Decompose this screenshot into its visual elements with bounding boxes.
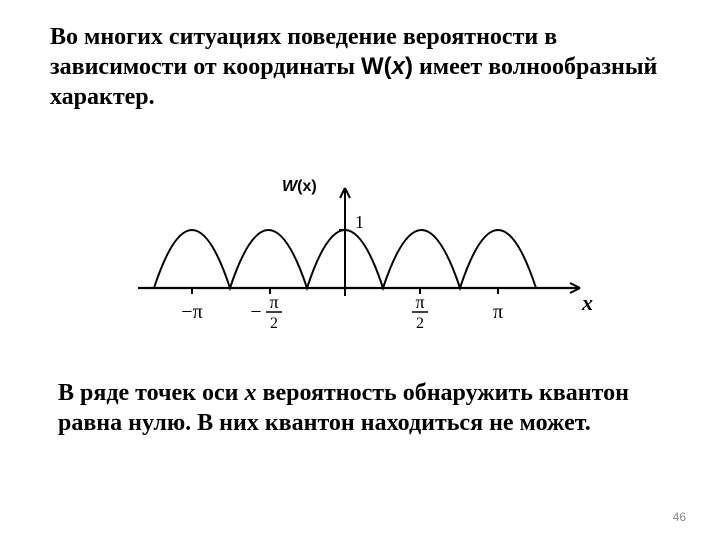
conclusion-paragraph: В ряде точек оси x вероятность обнаружит… [58,378,668,438]
svg-text:2: 2 [270,315,278,332]
label-W-italic: W [282,178,297,195]
para1-paren-close: ) [405,53,413,80]
label-W-x: (x) [297,178,317,195]
svg-text:1: 1 [355,212,364,232]
para2-text-a: В ряде точек оси [58,380,244,406]
svg-text:π: π [269,292,278,312]
para1-paren-open: ( [384,53,392,80]
para1-W: W [361,53,384,80]
page-number: 46 [673,510,686,524]
svg-text:−: − [250,301,261,323]
para1-x: x [392,53,405,80]
svg-text:x: x [581,290,593,315]
svg-text:π: π [415,292,424,312]
y-axis-function-label: W(x) [282,178,317,196]
svg-text:−π: −π [181,301,202,323]
intro-paragraph: Во многих ситуациях поведение вероятност… [50,22,670,112]
para2-x: x [244,380,256,406]
chart-svg: x1−ππ−2π2π [120,160,600,360]
svg-text:2: 2 [416,315,424,332]
svg-text:π: π [493,301,503,323]
probability-wave-chart: W(x) x1−ππ−2π2π [120,160,600,360]
